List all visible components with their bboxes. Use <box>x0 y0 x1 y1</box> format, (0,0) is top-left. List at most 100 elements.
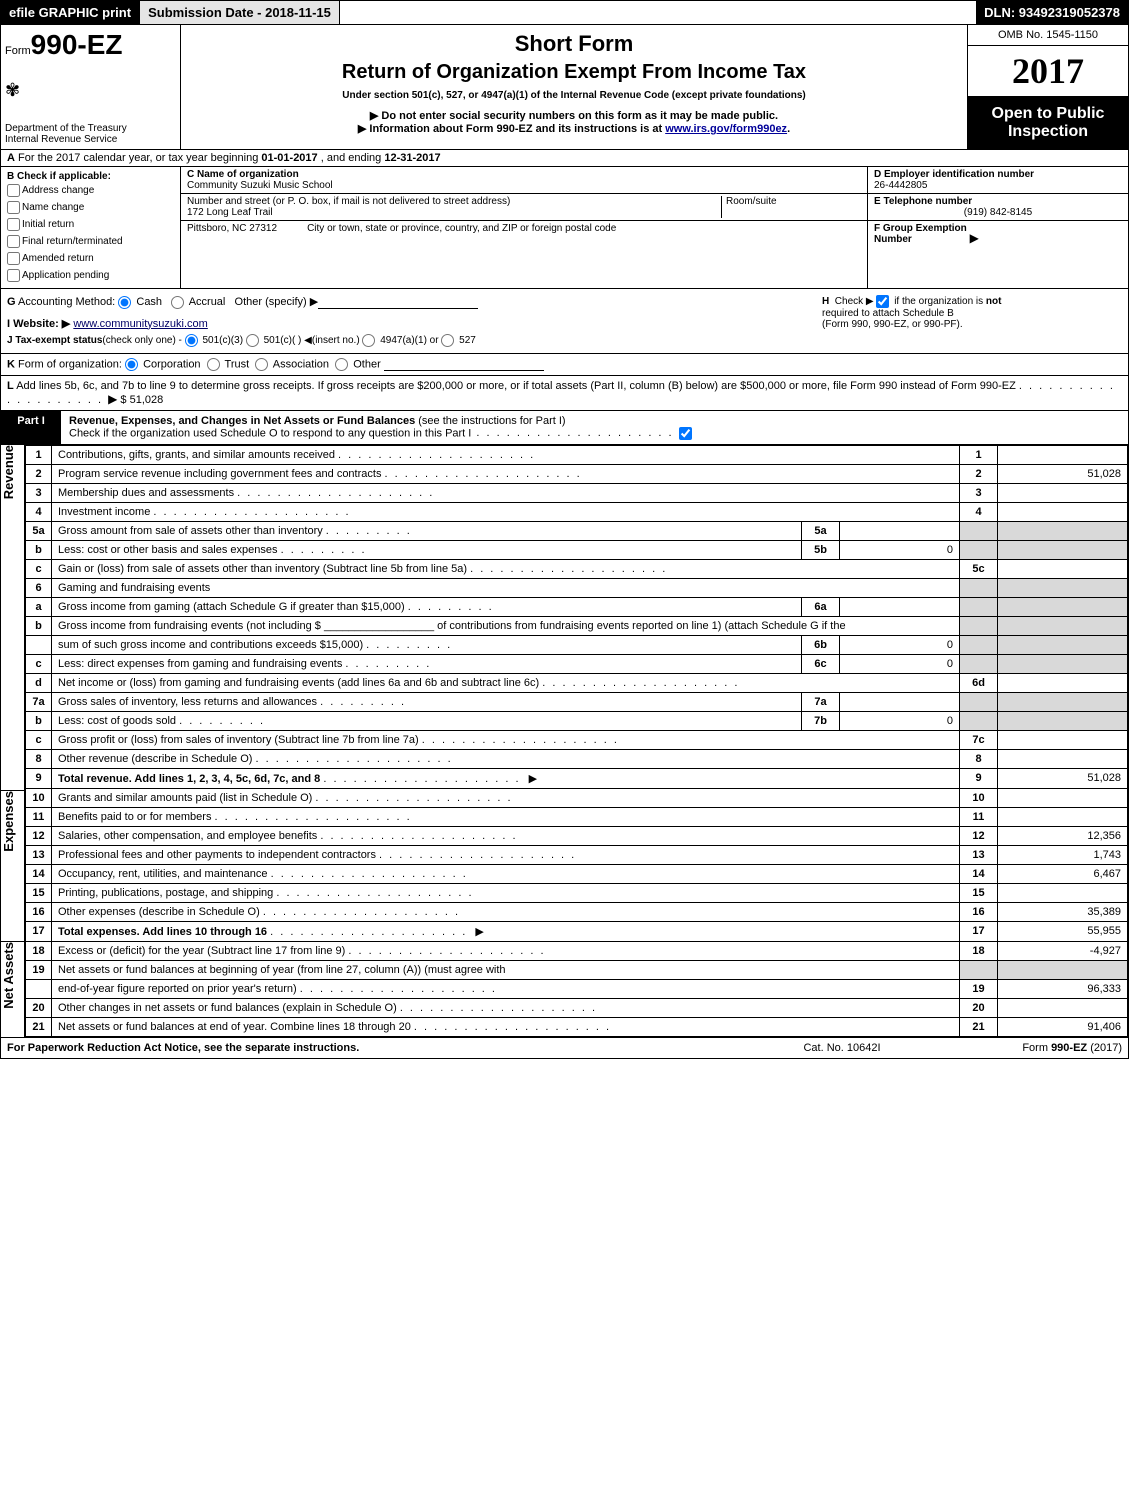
col-num: 4 <box>960 502 998 521</box>
part1-header: Part I Revenue, Expenses, and Changes in… <box>1 411 1128 445</box>
street: 172 Long Leaf Trail <box>187 207 721 218</box>
part1-note: (see the instructions for Part I) <box>418 415 565 427</box>
radio-cash[interactable] <box>118 296 131 309</box>
radio-cash-lbl: Cash <box>136 296 162 308</box>
line-l-label: L <box>7 380 14 392</box>
sub-label: 5b <box>802 540 840 559</box>
line-desc: sum of such gross income and contributio… <box>52 635 802 654</box>
line-num: 6 <box>26 578 52 597</box>
col-num: 8 <box>960 749 998 768</box>
line-j-note: (check only one) - <box>102 335 181 346</box>
line-num: 11 <box>26 807 52 826</box>
radio-corporation[interactable] <box>125 358 138 371</box>
chk-amended-return-lbl: Amended return <box>22 253 94 264</box>
line-desc: Program service revenue including govern… <box>52 464 960 483</box>
org-name-label: C Name of organization <box>187 169 861 180</box>
col-val <box>998 807 1128 826</box>
line-row: 5aGross amount from sale of assets other… <box>26 521 1128 540</box>
col-num-shade <box>960 711 998 730</box>
line-num: 14 <box>26 864 52 883</box>
topbar: efile GRAPHIC print Submission Date - 20… <box>1 1 1128 25</box>
chk-address-change-input[interactable] <box>7 184 20 197</box>
footer-right-form: 990-EZ <box>1051 1042 1087 1054</box>
col-num-shade <box>960 635 998 654</box>
line-h-t4: required to attach Schedule B <box>822 308 954 319</box>
radio-accrual[interactable] <box>171 296 184 309</box>
col-val: -4,927 <box>998 941 1128 960</box>
footer-right: Form 990-EZ (2017) <box>942 1042 1122 1054</box>
omb-no: OMB No. 1545-1150 <box>968 25 1128 46</box>
radio-527[interactable] <box>441 334 454 347</box>
ein-label: D Employer identification number <box>874 169 1034 180</box>
chk-final-return-input[interactable] <box>7 235 20 248</box>
col-num: 6d <box>960 673 998 692</box>
part1-check-text: Check if the organization used Schedule … <box>69 427 471 439</box>
line-num: 21 <box>26 1017 52 1036</box>
line-desc: Benefits paid to or for members <box>52 807 960 826</box>
line-desc: Professional fees and other payments to … <box>52 845 960 864</box>
line-row: cGross profit or (loss) from sales of in… <box>26 730 1128 749</box>
chk-address-change[interactable]: Address change <box>7 182 174 199</box>
radio-527-lbl: 527 <box>459 335 476 346</box>
sub-value <box>840 521 960 540</box>
line-num: d <box>26 673 52 692</box>
chk-final-return[interactable]: Final return/terminated <box>7 233 174 250</box>
line-row: sum of such gross income and contributio… <box>26 635 1128 654</box>
header-center: Short Form Return of Organization Exempt… <box>181 25 968 149</box>
line-row: 13Professional fees and other payments t… <box>26 845 1128 864</box>
line-num: 13 <box>26 845 52 864</box>
main-title: Return of Organization Exempt From Incom… <box>189 61 959 84</box>
radio-association[interactable] <box>255 358 268 371</box>
grp-label: F Group Exemption Number <box>874 223 967 245</box>
chk-h[interactable] <box>876 295 889 308</box>
tax-year: 2017 <box>968 46 1128 97</box>
radio-501c[interactable] <box>246 334 259 347</box>
sub-value <box>840 597 960 616</box>
chk-final-return-lbl: Final return/terminated <box>22 236 123 247</box>
line-num: 8 <box>26 749 52 768</box>
line-desc: Gross amount from sale of assets other t… <box>52 521 802 540</box>
chk-application-pending-input[interactable] <box>7 269 20 282</box>
col-num: 3 <box>960 483 998 502</box>
col-num: 13 <box>960 845 998 864</box>
line-num: 12 <box>26 826 52 845</box>
radio-4947[interactable] <box>362 334 375 347</box>
chk-amended-return[interactable]: Amended return <box>7 250 174 267</box>
col-num-shade <box>960 521 998 540</box>
col-val <box>998 749 1128 768</box>
chk-initial-return[interactable]: Initial return <box>7 216 174 233</box>
col-num: 7c <box>960 730 998 749</box>
chk-application-pending[interactable]: Application pending <box>7 267 174 284</box>
website-link[interactable]: www.communitysuzuki.com <box>73 318 207 330</box>
org-name: Community Suzuki Music School <box>187 180 861 191</box>
line-desc: Less: cost of goods sold <box>52 711 802 730</box>
radio-trust[interactable] <box>207 358 220 371</box>
line-i: I Website: ▶ www.communitysuzuki.com <box>7 317 822 330</box>
line-g-label: G <box>7 296 16 308</box>
line-num: 5a <box>26 521 52 540</box>
line-desc: Grants and similar amounts paid (list in… <box>52 788 960 807</box>
chk-amended-return-input[interactable] <box>7 252 20 265</box>
chk-initial-return-lbl: Initial return <box>22 219 74 230</box>
tel: (919) 842-8145 <box>874 207 1122 218</box>
chk-initial-return-input[interactable] <box>7 218 20 231</box>
sub-value: 0 <box>840 540 960 559</box>
form990ez-link[interactable]: www.irs.gov/form990ez <box>665 123 787 135</box>
line-num: 18 <box>26 941 52 960</box>
radio-other-org[interactable] <box>335 358 348 371</box>
sub-value: 0 <box>840 711 960 730</box>
line-row: aGross income from gaming (attach Schedu… <box>26 597 1128 616</box>
line-desc: Membership dues and assessments <box>52 483 960 502</box>
col-val: 1,743 <box>998 845 1128 864</box>
col-val: 55,955 <box>998 921 1128 941</box>
note-2: ▶ Information about Form 990-EZ and its … <box>189 122 959 135</box>
col-num-shade <box>960 654 998 673</box>
chk-part1-schedo[interactable] <box>679 427 692 440</box>
line-desc: Other changes in net assets or fund bala… <box>52 998 960 1017</box>
radio-association-lbl: Association <box>273 358 329 370</box>
line-row: 4Investment income 4 <box>26 502 1128 521</box>
chk-name-change-input[interactable] <box>7 201 20 214</box>
line-k-label: K <box>7 358 15 370</box>
radio-501c3[interactable] <box>185 334 198 347</box>
chk-name-change[interactable]: Name change <box>7 199 174 216</box>
